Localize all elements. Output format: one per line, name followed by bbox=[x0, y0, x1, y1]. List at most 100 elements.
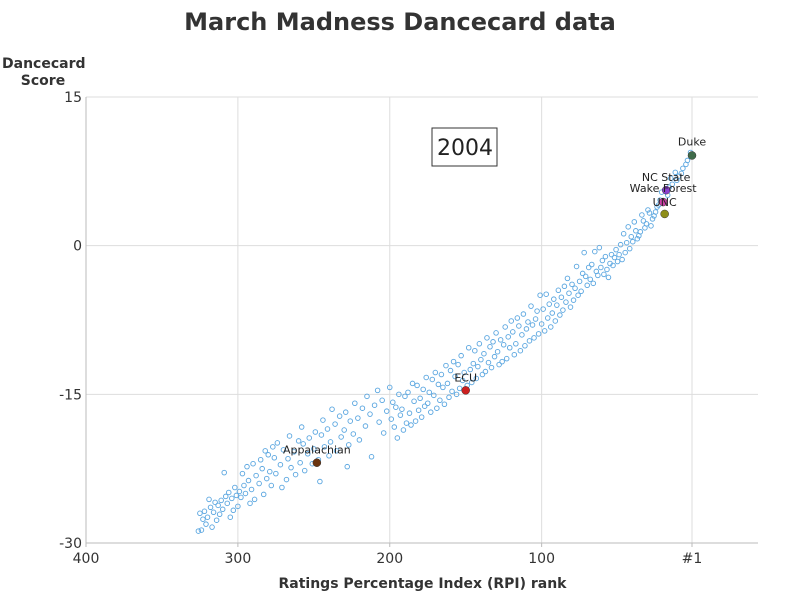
data-point-201 bbox=[359, 405, 366, 411]
data-point-78 bbox=[558, 294, 565, 300]
data-point-146 bbox=[453, 391, 460, 398]
data-point-220 bbox=[320, 417, 326, 423]
team-point-appalachian bbox=[312, 458, 322, 467]
data-point-81 bbox=[554, 302, 560, 308]
data-point-228 bbox=[304, 451, 311, 457]
data-point-287 bbox=[206, 496, 212, 503]
data-point-47 bbox=[605, 274, 612, 281]
data-point-136 bbox=[470, 360, 477, 367]
data-point-112 bbox=[506, 345, 513, 351]
data-point-222 bbox=[317, 478, 323, 485]
data-point-30 bbox=[631, 219, 638, 225]
data-point-77 bbox=[560, 307, 566, 313]
data-point-51 bbox=[599, 257, 606, 264]
data-point-41 bbox=[614, 258, 621, 265]
data-point-116 bbox=[500, 342, 507, 348]
data-point-4 bbox=[678, 170, 685, 177]
data-point-219 bbox=[321, 444, 328, 450]
data-point-281 bbox=[215, 502, 221, 509]
data-point-202 bbox=[356, 437, 363, 443]
data-point-274 bbox=[226, 489, 232, 496]
data-point-39 bbox=[617, 241, 624, 248]
data-point-208 bbox=[344, 463, 350, 470]
data-point-28 bbox=[634, 235, 641, 242]
data-point-183 bbox=[397, 412, 404, 418]
data-point-125 bbox=[487, 344, 493, 350]
data-point-18 bbox=[649, 216, 656, 222]
data-point-59 bbox=[587, 276, 593, 283]
data-point-233 bbox=[295, 438, 302, 444]
data-point-280 bbox=[216, 511, 223, 518]
data-point-135 bbox=[472, 347, 478, 354]
data-point-258 bbox=[250, 460, 256, 467]
data-point-133 bbox=[475, 363, 481, 370]
data-point-91 bbox=[538, 321, 545, 327]
x-tick-label-0: 400 bbox=[73, 551, 100, 567]
data-point-161 bbox=[431, 392, 437, 399]
data-point-181 bbox=[400, 427, 407, 433]
data-point-92 bbox=[537, 292, 543, 298]
data-point-291 bbox=[200, 516, 206, 522]
data-point-3 bbox=[680, 165, 686, 172]
data-point-72 bbox=[567, 304, 574, 310]
data-point-62 bbox=[582, 273, 589, 280]
data-point-75 bbox=[563, 299, 569, 305]
data-point-204 bbox=[352, 400, 358, 407]
data-point-43 bbox=[611, 254, 618, 261]
data-point-55 bbox=[593, 268, 600, 275]
data-point-148 bbox=[450, 358, 457, 365]
data-point-278 bbox=[219, 506, 226, 513]
data-point-241 bbox=[279, 484, 285, 491]
data-point-40 bbox=[616, 251, 622, 258]
data-point-131 bbox=[478, 356, 484, 363]
data-point-88 bbox=[543, 291, 549, 297]
data-point-227 bbox=[306, 435, 313, 441]
data-point-277 bbox=[221, 469, 227, 476]
data-point-179 bbox=[403, 420, 410, 426]
data-point-292 bbox=[198, 527, 205, 533]
data-point-167 bbox=[421, 403, 428, 409]
data-point-37 bbox=[620, 231, 627, 237]
data-point-249 bbox=[265, 452, 272, 458]
data-point-256 bbox=[253, 472, 259, 479]
data-point-63 bbox=[581, 249, 587, 256]
data-point-2 bbox=[683, 161, 689, 168]
data-point-272 bbox=[229, 495, 235, 502]
data-point-120 bbox=[494, 348, 501, 355]
data-point-209 bbox=[342, 409, 349, 415]
data-point-9 bbox=[667, 175, 674, 182]
data-point-279 bbox=[218, 497, 224, 504]
data-point-106 bbox=[516, 323, 522, 329]
data-point-33 bbox=[626, 245, 633, 252]
data-point-165 bbox=[424, 400, 431, 407]
data-point-93 bbox=[535, 331, 542, 337]
data-point-126 bbox=[485, 359, 492, 366]
data-point-194 bbox=[376, 419, 382, 425]
data-point-294 bbox=[195, 528, 202, 534]
data-point-73 bbox=[566, 290, 572, 296]
data-point-200 bbox=[362, 423, 369, 429]
data-point-198 bbox=[367, 411, 373, 417]
data-point-108 bbox=[513, 341, 519, 347]
x-tick-label-1: 300 bbox=[225, 551, 252, 567]
data-point-254 bbox=[257, 456, 264, 463]
data-point-84 bbox=[549, 310, 556, 316]
data-point-31 bbox=[630, 238, 636, 245]
data-point-156 bbox=[438, 371, 445, 378]
data-point-207 bbox=[346, 442, 352, 448]
data-point-229 bbox=[301, 467, 308, 474]
data-point-212 bbox=[336, 413, 343, 419]
data-point-178 bbox=[405, 389, 411, 396]
data-point-130 bbox=[479, 371, 486, 378]
data-point-231 bbox=[298, 424, 305, 430]
x-tick-label-4: #1 bbox=[682, 551, 703, 567]
data-point-100 bbox=[525, 319, 531, 325]
data-point-129 bbox=[481, 350, 487, 357]
data-point-34 bbox=[625, 224, 631, 230]
data-point-218 bbox=[324, 426, 331, 432]
team-label-appalachian: Appalachian bbox=[283, 444, 351, 457]
team-point-ecu bbox=[461, 386, 470, 395]
team-label-unc: UNC bbox=[653, 196, 677, 209]
data-point-90 bbox=[540, 306, 546, 312]
